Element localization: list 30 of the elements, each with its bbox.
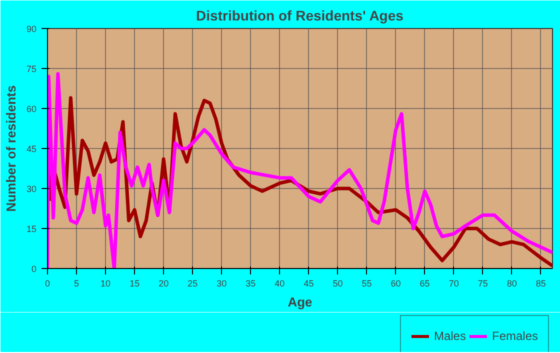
legend-label: Females xyxy=(492,329,538,343)
x-tick-label: 15 xyxy=(130,278,140,288)
x-tick-label: 65 xyxy=(420,278,430,288)
x-tick-label: 5 xyxy=(74,278,80,288)
x-tick-label: 0 xyxy=(44,278,50,288)
y-tick-label: 15 xyxy=(26,224,37,234)
x-tick-label: 60 xyxy=(390,278,401,288)
x-tick-label: 40 xyxy=(274,278,285,288)
x-tick-label: 50 xyxy=(332,278,343,288)
x-tick-label: 35 xyxy=(246,278,256,288)
x-tick-label: 85 xyxy=(536,278,546,288)
y-tick-label: 75 xyxy=(26,64,37,74)
y-tick-label: 30 xyxy=(26,184,37,194)
x-axis-title: Age xyxy=(288,294,312,310)
legend-label: Males xyxy=(434,329,466,343)
x-tick-label: 45 xyxy=(304,278,314,288)
x-tick-label: 25 xyxy=(188,278,198,288)
x-tick-label: 55 xyxy=(362,278,372,288)
y-tick-label: 60 xyxy=(26,104,37,114)
x-tick-label: 30 xyxy=(216,278,227,288)
x-tick-label: 70 xyxy=(448,278,459,288)
x-tick-label: 75 xyxy=(478,278,488,288)
y-axis-title: Number of residents xyxy=(3,85,18,212)
chart-title: Distribution of Residents' Ages xyxy=(196,8,404,24)
x-tick-label: 80 xyxy=(506,278,517,288)
x-tick-label: 20 xyxy=(158,278,169,288)
y-tick-label: 90 xyxy=(26,24,37,34)
y-tick-label: 45 xyxy=(26,144,37,154)
y-tick-label: 0 xyxy=(31,264,37,274)
x-tick-label: 10 xyxy=(100,278,111,288)
